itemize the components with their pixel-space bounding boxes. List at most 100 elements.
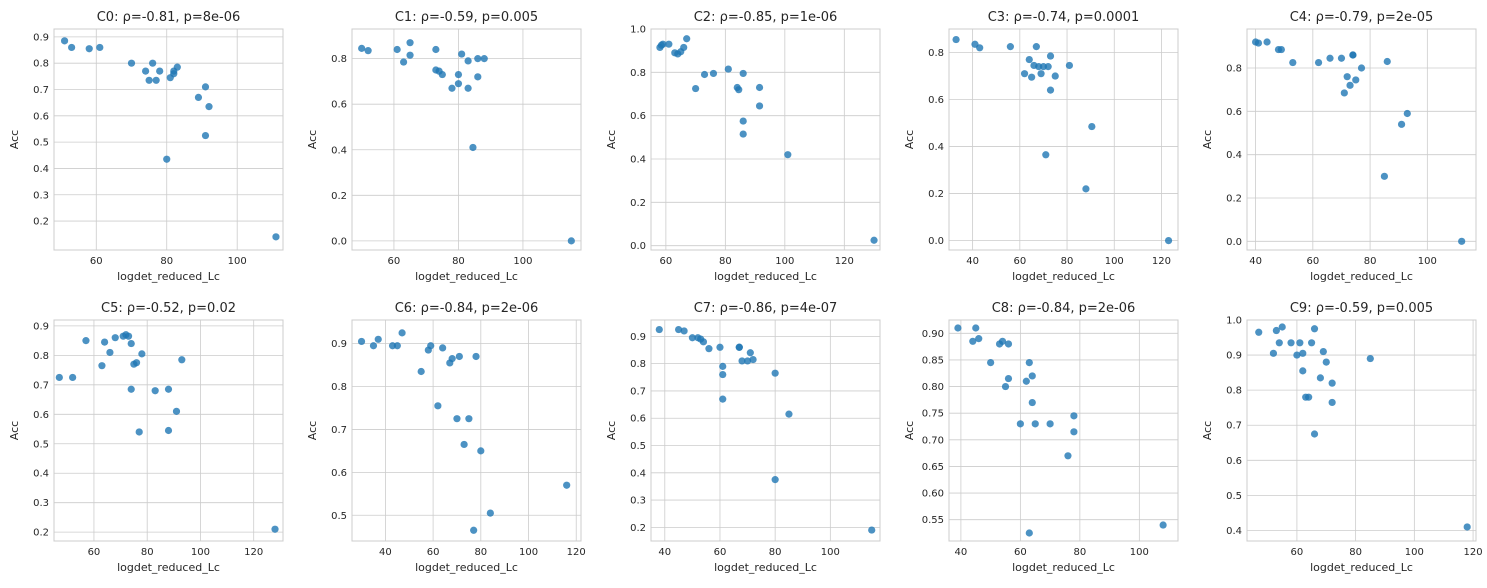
data-point bbox=[1001, 382, 1010, 391]
y-axis-label: Acc bbox=[306, 130, 319, 149]
data-point bbox=[1296, 339, 1304, 347]
data-point bbox=[1006, 43, 1014, 51]
data-point bbox=[1346, 81, 1354, 89]
y-tick-label: 0.6 bbox=[331, 100, 347, 111]
chart-panel-3: 40 60 80 100 120 0.0 0.2 0.4 0.6 0.8 C3: ρ=-0.74, … bbox=[903, 10, 1179, 283]
plot-frame bbox=[948, 28, 1179, 251]
data-point bbox=[1349, 51, 1357, 59]
plot-frame bbox=[53, 319, 284, 542]
y-tick-label: 0.6 bbox=[33, 111, 49, 122]
data-point bbox=[460, 440, 468, 449]
data-point bbox=[665, 40, 673, 48]
x-tick-label: 100 bbox=[1418, 256, 1437, 267]
data-point bbox=[173, 63, 181, 71]
x-tick-label: 40 bbox=[966, 256, 979, 267]
y-tick-label: 0.8 bbox=[630, 68, 646, 79]
data-point bbox=[743, 357, 752, 365]
plot-frame bbox=[948, 319, 1179, 542]
y-axis-label: Acc bbox=[1201, 130, 1214, 149]
data-point bbox=[976, 44, 984, 52]
data-point bbox=[1319, 347, 1327, 356]
y-tick-label: 0.85 bbox=[922, 355, 944, 366]
data-point bbox=[1255, 328, 1263, 336]
y-tick-label: 0.6 bbox=[630, 414, 646, 425]
x-tick-label: 100 bbox=[191, 547, 210, 558]
data-point bbox=[1004, 374, 1013, 383]
data-point bbox=[448, 355, 456, 363]
y-axis-label: Acc bbox=[1201, 421, 1214, 440]
data-point bbox=[699, 338, 708, 346]
data-point bbox=[738, 357, 746, 365]
data-point bbox=[1263, 38, 1271, 46]
data-point bbox=[142, 67, 150, 75]
y-tick-label: 0.8 bbox=[1226, 386, 1242, 397]
y-tick-label: 0.9 bbox=[1226, 351, 1242, 362]
x-axis-label: logdet_reduced_Lc bbox=[415, 270, 518, 283]
y-tick-label: 0.7 bbox=[33, 85, 49, 96]
data-point bbox=[486, 509, 494, 517]
data-point bbox=[164, 385, 173, 393]
x-tick-label: 100 bbox=[228, 256, 247, 267]
data-point bbox=[1082, 185, 1090, 193]
data-point bbox=[1046, 86, 1055, 94]
data-point bbox=[1299, 367, 1307, 375]
data-point bbox=[1299, 349, 1307, 357]
data-point bbox=[998, 337, 1007, 345]
y-tick-label: 0.6 bbox=[630, 111, 646, 122]
data-point bbox=[398, 329, 406, 337]
y-tick-label: 0.55 bbox=[922, 515, 944, 526]
data-point bbox=[692, 84, 700, 93]
y-tick-label: 0.4 bbox=[1226, 150, 1242, 161]
data-point bbox=[705, 345, 713, 353]
data-point bbox=[952, 35, 960, 44]
data-point bbox=[1458, 237, 1466, 245]
data-point bbox=[1088, 122, 1096, 131]
data-point bbox=[427, 342, 435, 350]
data-point bbox=[135, 428, 143, 436]
data-point bbox=[480, 55, 488, 63]
data-point bbox=[739, 117, 747, 125]
x-tick-label: 100 bbox=[1130, 547, 1149, 558]
data-point bbox=[1042, 151, 1050, 159]
data-point bbox=[201, 83, 210, 91]
chart-title: C4: ρ=-0.79, p=2e-05 bbox=[1290, 10, 1434, 25]
x-tick-label: 60 bbox=[660, 256, 673, 267]
data-point bbox=[393, 45, 401, 54]
y-tick-label: 0.5 bbox=[630, 441, 646, 452]
y-tick-label: 0.8 bbox=[331, 382, 347, 393]
data-point bbox=[1340, 89, 1348, 97]
data-point bbox=[374, 335, 382, 343]
data-point bbox=[755, 83, 764, 92]
plot-frame bbox=[351, 28, 582, 251]
data-point bbox=[1328, 398, 1336, 407]
x-tick-label: 100 bbox=[1105, 256, 1124, 267]
data-point bbox=[1275, 339, 1283, 347]
data-point bbox=[127, 385, 135, 393]
x-tick-label: 60 bbox=[1306, 256, 1319, 267]
data-point bbox=[1070, 428, 1078, 436]
data-point bbox=[700, 70, 709, 79]
data-point bbox=[1022, 377, 1030, 385]
data-point bbox=[1046, 52, 1055, 60]
data-point bbox=[127, 59, 136, 67]
data-point bbox=[1278, 323, 1286, 331]
data-point bbox=[716, 343, 724, 351]
y-tick-label: 0.0 bbox=[331, 236, 347, 247]
data-point bbox=[172, 407, 181, 415]
x-axis-label: logdet_reduced_Lc bbox=[714, 270, 817, 283]
y-tick-label: 0.5 bbox=[33, 138, 49, 149]
data-point bbox=[69, 373, 77, 382]
x-tick-label: 80 bbox=[474, 547, 487, 558]
x-tick-label: 60 bbox=[1014, 547, 1027, 558]
data-point bbox=[1287, 339, 1295, 347]
plot-frame bbox=[1246, 319, 1477, 542]
data-point bbox=[132, 359, 141, 367]
chart-panel-9: 60 80 100 120 0.4 0.5 0.6 0.7 0.8 0.9 1.0 C9: ρ=-0.… bbox=[1201, 301, 1483, 574]
y-tick-label: 0.4 bbox=[1226, 526, 1242, 537]
data-point bbox=[1326, 54, 1334, 62]
data-point bbox=[771, 369, 779, 377]
data-point bbox=[969, 337, 977, 345]
data-point bbox=[60, 37, 69, 45]
data-point bbox=[659, 40, 667, 48]
